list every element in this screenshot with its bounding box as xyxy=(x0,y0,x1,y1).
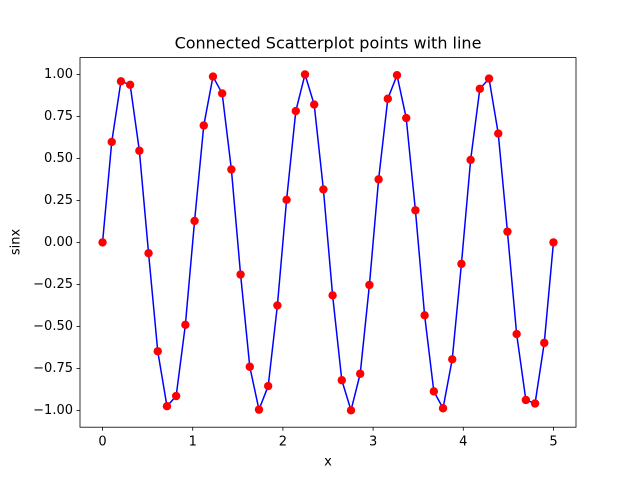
x-axis-label: x xyxy=(324,455,332,470)
data-line xyxy=(101,71,555,414)
data-point xyxy=(438,404,448,413)
data-point xyxy=(245,362,254,371)
y-axis-label: sinx xyxy=(9,229,24,256)
data-point xyxy=(356,369,365,378)
data-point xyxy=(125,80,135,90)
data-point xyxy=(190,216,199,226)
data-point xyxy=(337,376,347,385)
data-point xyxy=(217,89,227,98)
y-tick-label: 0.25 xyxy=(44,193,73,208)
data-point xyxy=(254,405,264,414)
data-point xyxy=(429,387,439,396)
data-point xyxy=(291,106,300,116)
data-point xyxy=(448,355,457,364)
x-tick-label: 1 xyxy=(189,435,197,450)
data-point xyxy=(383,94,393,103)
data-point xyxy=(227,165,236,174)
data-point xyxy=(273,301,282,310)
data-point xyxy=(346,406,356,415)
y-tick-label: −0.50 xyxy=(33,319,73,334)
data-point xyxy=(540,338,549,348)
y-tick-label: 0.75 xyxy=(44,109,73,124)
data-point xyxy=(457,259,466,269)
y-tick-label: −0.75 xyxy=(33,361,73,376)
data-point xyxy=(328,291,337,300)
data-point xyxy=(475,84,485,93)
x-tick-label: 2 xyxy=(279,435,287,450)
data-point xyxy=(263,381,273,391)
data-point xyxy=(208,72,218,81)
data-point xyxy=(236,270,245,279)
data-point xyxy=(503,227,512,236)
data-point xyxy=(153,347,162,356)
data-point xyxy=(484,74,494,83)
data-point xyxy=(144,248,153,258)
data-point xyxy=(365,280,374,290)
data-point xyxy=(98,238,107,247)
data-point xyxy=(116,77,126,86)
x-tick-label: 0 xyxy=(98,435,106,450)
data-point xyxy=(420,311,429,320)
data-point xyxy=(309,100,319,109)
axes-frame xyxy=(79,57,577,428)
data-point xyxy=(181,320,190,330)
data-point xyxy=(521,395,531,405)
data-point xyxy=(402,113,411,123)
y-tick-label: −1.00 xyxy=(33,403,73,418)
data-point xyxy=(512,329,521,339)
data-point xyxy=(162,402,172,411)
y-tick-label: −0.25 xyxy=(33,277,73,292)
y-tick-label: 1.00 xyxy=(44,67,73,82)
y-tick-label: 0.50 xyxy=(44,151,73,166)
data-point xyxy=(466,155,475,165)
x-tick-label: 4 xyxy=(459,435,467,450)
data-point xyxy=(319,185,328,194)
data-point xyxy=(199,121,208,130)
data-point xyxy=(135,146,144,155)
data-point xyxy=(530,399,540,408)
y-tick-label: 0.00 xyxy=(44,235,73,250)
data-point xyxy=(411,206,420,215)
data-point xyxy=(392,70,402,80)
data-point xyxy=(300,70,310,79)
data-point xyxy=(282,195,291,204)
x-tick-label: 5 xyxy=(549,435,557,450)
chart-title: Connected Scatterplot points with line xyxy=(175,34,482,53)
data-point xyxy=(374,175,383,184)
data-point xyxy=(107,137,116,147)
data-point xyxy=(549,238,558,247)
x-tick-label: 3 xyxy=(369,435,377,450)
data-point xyxy=(494,129,503,138)
data-point xyxy=(171,391,181,401)
